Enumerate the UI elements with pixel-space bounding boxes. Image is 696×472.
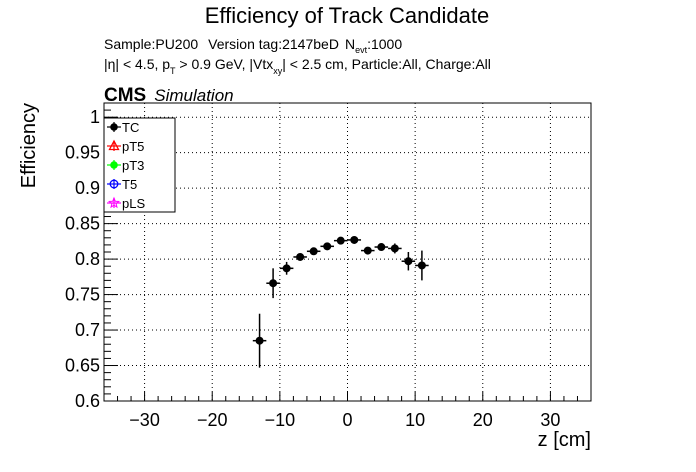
y-tick-label: 0.7 [75, 320, 100, 340]
x-tick-label: 0 [342, 410, 352, 430]
nevt-label: N [345, 36, 355, 52]
y-tick-label: 0.8 [75, 249, 100, 269]
vtx-subscript: xy [273, 66, 283, 76]
info-line-1: Sample:PU200 Version tag:2147beD Nevt:1000 [104, 36, 402, 55]
data-point [417, 261, 426, 270]
grid [104, 103, 591, 402]
x-axis: −30 −20 −10 0 10 20 30 [103, 392, 592, 430]
legend-label: pLS [122, 196, 145, 211]
legend-label: pT5 [122, 139, 144, 154]
legend-entry-tc: TC [107, 120, 139, 135]
cut-vtx: > 0.9 GeV, |Vtx [176, 56, 274, 72]
x-tick-label: 10 [405, 410, 425, 430]
y-tick-label: 0.95 [65, 143, 100, 163]
sample-label: Sample:PU200 [104, 36, 198, 52]
data-point [282, 264, 291, 273]
legend-marker [107, 196, 121, 209]
x-tick-label: −10 [265, 410, 296, 430]
data-point [269, 279, 278, 288]
legend-marker [108, 139, 120, 151]
nevt-value: :1000 [367, 36, 402, 52]
cms-simulation-label: CMS Simulation [104, 85, 234, 106]
info-line-2: |η| < 4.5, pT > 0.9 GeV, |Vtxxy| < 2.5 c… [104, 56, 491, 76]
y-tick-label: 0.9 [75, 178, 100, 198]
legend-label: T5 [122, 177, 137, 192]
legend-marker [110, 161, 118, 169]
data-point [323, 242, 332, 251]
legend-entry-pt3: pT3 [107, 158, 144, 173]
legend-marker [109, 179, 119, 189]
y-axis-label: Efficiency [18, 103, 40, 188]
x-tick-label: −20 [197, 410, 228, 430]
x-tick-label: 20 [473, 410, 493, 430]
x-tick-label: 30 [540, 410, 560, 430]
version-label: Version tag:2147beD [208, 36, 339, 52]
y-axis: 0.6 0.65 0.7 0.75 0.8 0.85 0.9 0.95 1 [65, 102, 118, 411]
data-point [377, 243, 386, 252]
legend-label: TC [122, 120, 139, 135]
legend-label: pT3 [122, 158, 144, 173]
data-point [390, 244, 399, 253]
y-tick-label: 0.65 [65, 356, 100, 376]
simulation-label: Simulation [154, 86, 233, 105]
legend-entry-pt5: pT5 [107, 139, 144, 154]
pt-subscript: T [170, 66, 176, 76]
nevt-subscript: evt [355, 45, 368, 55]
legend-marker [110, 123, 118, 131]
data-point [296, 252, 305, 261]
cms-label: CMS [104, 85, 146, 106]
data-point [404, 257, 413, 266]
cut-rest: | < 2.5 cm, Particle:All, Charge:All [282, 56, 491, 72]
x-axis-label: z [cm] [538, 429, 591, 451]
legend: TC pT5 pT3 T5 pLS [103, 117, 176, 213]
x-tick-label: −30 [129, 410, 160, 430]
data-point [336, 236, 345, 245]
data-point [309, 247, 318, 256]
data-point [255, 336, 264, 345]
y-tick-label: 1 [90, 107, 100, 127]
legend-entry-pls: pLS [107, 196, 145, 211]
cut-eta-pt: |η| < 4.5, p [104, 56, 170, 72]
data-point [363, 246, 372, 255]
data-points [252, 235, 429, 368]
y-tick-label: 0.75 [65, 285, 100, 305]
data-point [350, 235, 359, 244]
legend-entry-t5: T5 [107, 177, 137, 192]
y-tick-label: 0.6 [75, 391, 100, 411]
chart-title: Efficiency of Track Candidate [205, 3, 490, 28]
y-tick-label: 0.85 [65, 214, 100, 234]
